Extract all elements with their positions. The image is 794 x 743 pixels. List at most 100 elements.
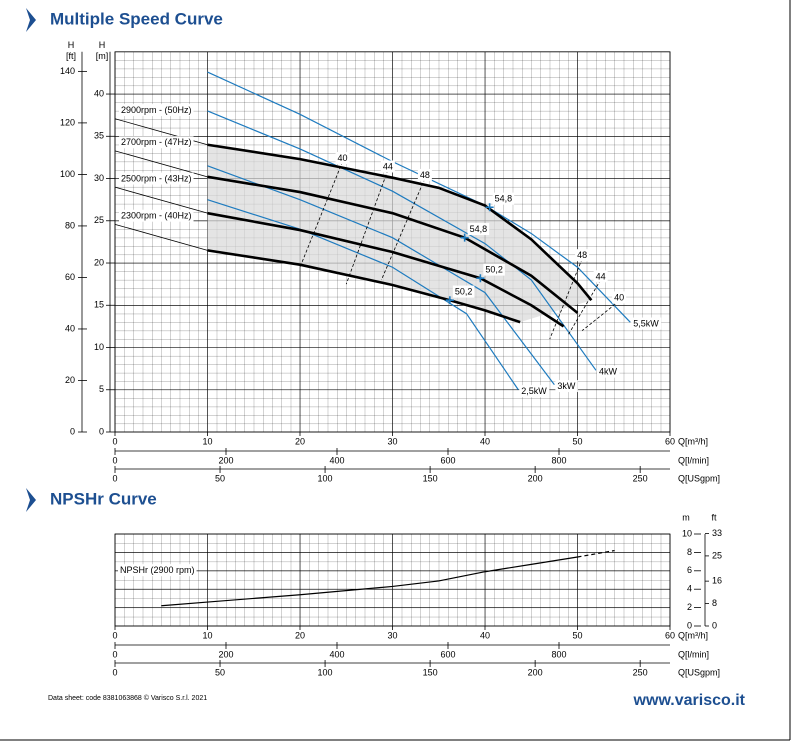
x3-tick-label: 50 [215, 473, 225, 483]
x3-tick-label: 100 [318, 473, 333, 483]
x2-axis-label: Q[l/min] [678, 649, 709, 659]
x3-tick-label: 100 [318, 667, 333, 677]
efficiency-label: 44 [596, 271, 606, 281]
y2-tick-label: 40 [65, 323, 75, 333]
x3-tick-label: 0 [112, 473, 117, 483]
efficiency-line [581, 300, 620, 331]
x2-tick-label: 200 [218, 455, 233, 465]
y-axis-label: H [99, 40, 106, 50]
label-background [119, 136, 194, 149]
x2-tick-label: 600 [440, 455, 455, 465]
power-label: 4kW [599, 367, 618, 377]
label-leader [114, 150, 208, 178]
label-background [597, 365, 620, 378]
y-tick-label: 0 [687, 620, 692, 630]
label-background [483, 263, 505, 276]
label-background [467, 223, 490, 236]
x3-axis-label: Q[USgpm] [678, 473, 720, 483]
label-background [417, 168, 432, 181]
y-tick-label: 25 [94, 215, 104, 225]
efficiency-label: 40 [614, 292, 624, 302]
x2-tick-label: 800 [551, 455, 566, 465]
label-background [492, 192, 515, 205]
y2-axis-label: H [68, 40, 75, 50]
efficiency-line [381, 178, 426, 281]
x2-tick-label: 200 [218, 649, 233, 659]
bep-label: 50,2 [455, 287, 473, 297]
y-tick-label: 30 [94, 173, 104, 183]
x3-tick-label: 200 [528, 473, 543, 483]
label-background [380, 160, 395, 173]
y-tick-label: 15 [94, 300, 104, 310]
y-tick-label: 10 [682, 528, 692, 538]
y2-axis-label: ft [711, 512, 717, 522]
y-axis-label: [m] [96, 51, 109, 61]
y-tick-label: 40 [94, 88, 104, 98]
operating-area [207, 144, 592, 323]
power-curve [207, 165, 555, 386]
y-tick-label: 20 [94, 257, 104, 267]
y2-tick-label: 8 [712, 598, 717, 608]
x3-tick-label: 250 [633, 667, 648, 677]
efficiency-line [345, 169, 389, 285]
x-tick-label: 40 [480, 630, 490, 640]
bep-marker [485, 203, 494, 212]
power-label: 5,5kW [633, 319, 659, 329]
x-tick-label: 30 [387, 436, 397, 446]
y-tick-label: 10 [94, 342, 104, 352]
x-axis-label: Q[m³/h] [678, 630, 708, 640]
y2-tick-label: 0 [712, 620, 717, 630]
bep-marker [445, 296, 454, 305]
y2-axis-label: [ft] [66, 51, 76, 61]
label-background [452, 285, 475, 298]
label-background [519, 385, 550, 398]
section-chevron [26, 488, 36, 512]
x-tick-label: 40 [480, 436, 490, 446]
x-tick-label: 60 [665, 436, 675, 446]
bep-label: 54,8 [470, 224, 488, 234]
x2-tick-label: 400 [329, 649, 344, 659]
label-background [593, 270, 608, 283]
efficiency-label: 40 [338, 153, 348, 163]
x-tick-label: 10 [202, 436, 212, 446]
speed-label: 2500rpm - (43Hz) [121, 174, 192, 184]
x2-tick-label: 800 [551, 649, 566, 659]
label-background [119, 209, 194, 222]
y2-tick-label: 16 [712, 576, 722, 586]
speed-label: 2300rpm - (40Hz) [121, 211, 192, 221]
power-curve [207, 199, 519, 391]
x-tick-label: 0 [112, 630, 117, 640]
y2-tick-label: 120 [60, 117, 75, 127]
x2-axis-label: Q[l/min] [678, 455, 709, 465]
bep-label: 50,2 [485, 265, 503, 275]
y2-tick-label: 33 [712, 528, 722, 538]
x-tick-label: 20 [295, 630, 305, 640]
chart-title: Multiple Speed Curve [50, 9, 223, 28]
x3-tick-label: 50 [215, 667, 225, 677]
y-tick-label: 35 [94, 131, 104, 141]
x-tick-label: 20 [295, 436, 305, 446]
speed-label: 2700rpm - (47Hz) [121, 137, 192, 147]
label-background [118, 564, 197, 577]
label-background [575, 249, 590, 262]
y-tick-label: 2 [687, 602, 692, 612]
label-background [119, 172, 194, 185]
x2-tick-label: 400 [329, 455, 344, 465]
x-tick-label: 50 [572, 436, 582, 446]
x3-tick-label: 0 [112, 667, 117, 677]
y-tick-label: 4 [687, 584, 692, 594]
x2-tick-label: 0 [112, 455, 117, 465]
y2-tick-label: 20 [65, 375, 75, 385]
x3-tick-label: 250 [633, 473, 648, 483]
x3-tick-label: 150 [423, 473, 438, 483]
bep-label: 54,8 [495, 194, 513, 204]
speed-curve [207, 175, 579, 314]
speed-curve [207, 143, 593, 302]
label-background [555, 380, 578, 393]
x2-tick-label: 600 [440, 649, 455, 659]
x-axis-label: Q[m³/h] [678, 436, 708, 446]
footer-website: www.varisco.it [633, 692, 746, 709]
y2-tick-label: 60 [65, 272, 75, 282]
npsh-curve [577, 549, 615, 558]
